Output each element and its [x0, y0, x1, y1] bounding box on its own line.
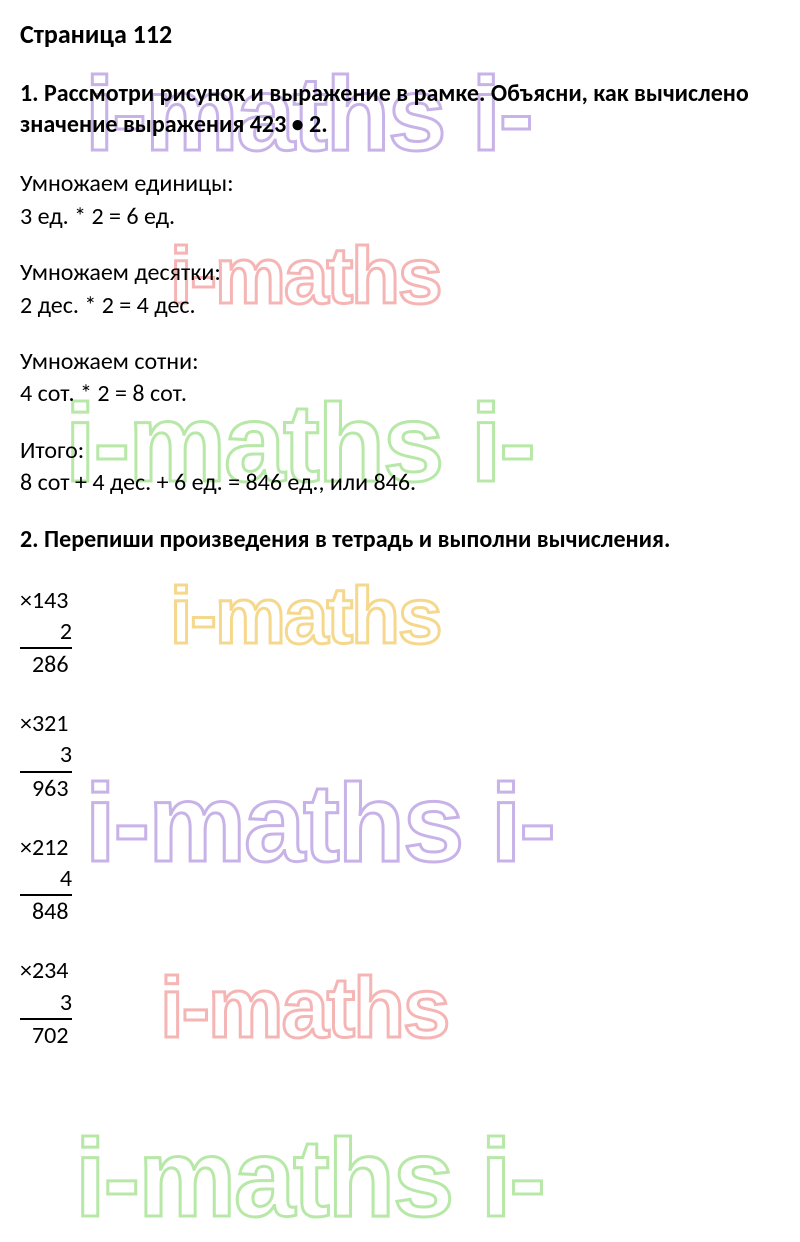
tens-block: Умножаем десятки: 2 дес. * 2 = 4 дес.	[20, 257, 780, 322]
multiplicand-row: ×212	[20, 832, 780, 863]
result-row: 963	[20, 773, 780, 804]
result-row: 702	[20, 1020, 780, 1051]
task2-title: 2. Перепиши произведения в тетрадь и вып…	[20, 524, 780, 555]
units-block: Умножаем единицы: 3 ед. * 2 = 6 ед.	[20, 168, 780, 233]
task1-title: 1. Рассмотри рисунок и выражение в рамке…	[20, 78, 780, 140]
multiplicand-row: ×321	[20, 708, 780, 739]
tens-line: 2 дес. * 2 = 4 дес.	[20, 290, 780, 322]
multiplicand-row: ×234	[20, 955, 780, 986]
page-content: Страница 112 1. Рассмотри рисунок и выра…	[20, 18, 780, 1051]
total-line: 8 сот + 4 дес. + 6 ед. = 846 ед., или 84…	[20, 467, 780, 499]
units-line: 3 ед. * 2 = 6 ед.	[20, 201, 780, 233]
multiplier-row: 3	[20, 987, 780, 1020]
page-title: Страница 112	[20, 18, 780, 50]
calculations: ×1432286×3213963×2124848×2343702	[20, 585, 780, 1051]
multiplication: ×2124848	[20, 832, 780, 928]
tens-label: Умножаем десятки:	[20, 257, 780, 289]
hundreds-block: Умножаем сотни: 4 сот. * 2 = 8 сот.	[20, 346, 780, 411]
hundreds-line: 4 сот. * 2 = 8 сот.	[20, 378, 780, 410]
watermark: i-maths i-	[75, 1115, 544, 1242]
multiplier-row: 4	[20, 863, 780, 896]
multiplication: ×3213963	[20, 708, 780, 804]
result-row: 848	[20, 896, 780, 927]
multiplicand-row: ×143	[20, 585, 780, 616]
units-label: Умножаем единицы:	[20, 168, 780, 200]
hundreds-label: Умножаем сотни:	[20, 346, 780, 378]
multiplier-row: 3	[20, 739, 780, 772]
multiplier-row: 2	[20, 616, 780, 649]
total-block: Итого: 8 сот + 4 дес. + 6 ед. = 846 ед.,…	[20, 435, 780, 500]
multiplication: ×2343702	[20, 955, 780, 1051]
multiplication: ×1432286	[20, 585, 780, 681]
result-row: 286	[20, 649, 780, 680]
total-label: Итого:	[20, 435, 780, 467]
